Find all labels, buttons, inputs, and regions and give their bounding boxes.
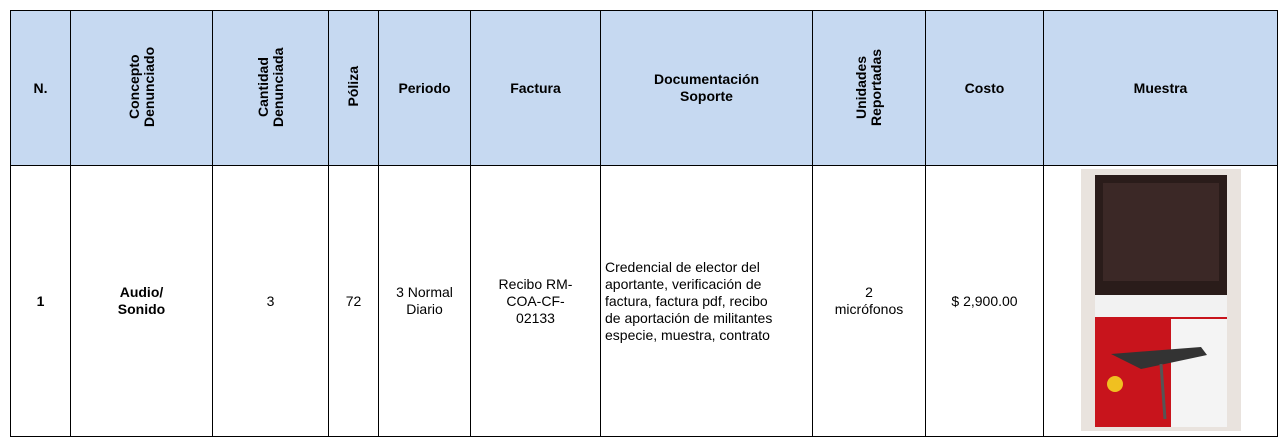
header-text: Factura [510, 80, 561, 96]
cell-text: Credencial de elector del aportante, ver… [605, 258, 773, 343]
cell-text: $ 2,900.00 [951, 293, 1018, 309]
cell-text: 1 [36, 293, 45, 309]
column-header: Documentación Soporte [600, 10, 813, 166]
table-row: 1 Audio/ Sonido 3 72 3 Normal Diario Recibo R… [10, 165, 1278, 437]
table-cell [1043, 165, 1278, 437]
cell-text: Recibo RM-COA-CF-02133 [498, 275, 573, 326]
box-label [1170, 318, 1227, 427]
cell-text: 3 Normal Diario [396, 284, 453, 317]
header-text: Concepto Denunciado [125, 46, 157, 127]
header-text: Póliza [345, 66, 361, 107]
sample-image [1048, 168, 1273, 434]
mic-pole [1159, 363, 1166, 419]
cell-text: Audio/ Sonido [117, 284, 166, 317]
table-cell: 3 Normal Diario [378, 165, 471, 437]
table-cell: Credencial de elector del aportante, ver… [600, 165, 813, 437]
header-row: N. Concepto Denunciado Cantidad Denunciada… [10, 10, 1278, 166]
box-top [1094, 294, 1227, 317]
cell-text: 3 [266, 293, 275, 309]
column-header: Muestra [1043, 10, 1278, 166]
cell-text: 72 [345, 293, 362, 309]
table-cell: 1 [10, 165, 71, 437]
product-photo [1080, 168, 1241, 431]
table-cell: Recibo RM-COA-CF-02133 [470, 165, 601, 437]
header-text: N. [33, 80, 48, 96]
header-text: Unidades Reportadas [853, 47, 884, 126]
badge [1106, 375, 1123, 392]
table-body: 1 Audio/ Sonido 3 72 3 Normal Diario Recibo R… [10, 165, 1278, 437]
cell-text: 2 micrófonos [834, 284, 904, 317]
column-header: Unidades Reportadas [812, 10, 926, 166]
column-header: Costo [925, 10, 1044, 166]
table-cell: 2 micrófonos [812, 165, 926, 437]
column-header: N. [10, 10, 71, 166]
header-text: Muestra [1133, 80, 1188, 96]
case-inner [1102, 182, 1219, 281]
column-header: Periodo [378, 10, 471, 166]
table: N. Concepto Denunciado Cantidad Denunciada… [10, 10, 1278, 437]
header-text: Periodo [398, 80, 451, 96]
column-header: Concepto Denunciado [70, 10, 213, 166]
table-cell: Audio/ Sonido [70, 165, 213, 437]
table-cell: 3 [212, 165, 329, 437]
table-cell: $ 2,900.00 [925, 165, 1044, 437]
column-header: Factura [470, 10, 601, 166]
column-header: Cantidad Denunciada [212, 10, 329, 166]
mic-stand [1110, 346, 1207, 369]
header-text: Cantidad Denunciada [254, 46, 286, 127]
header-text: Costo [964, 80, 1005, 96]
column-header: Póliza [328, 10, 379, 166]
header-text: Documentación Soporte [653, 71, 759, 104]
table-cell: 72 [328, 165, 379, 437]
